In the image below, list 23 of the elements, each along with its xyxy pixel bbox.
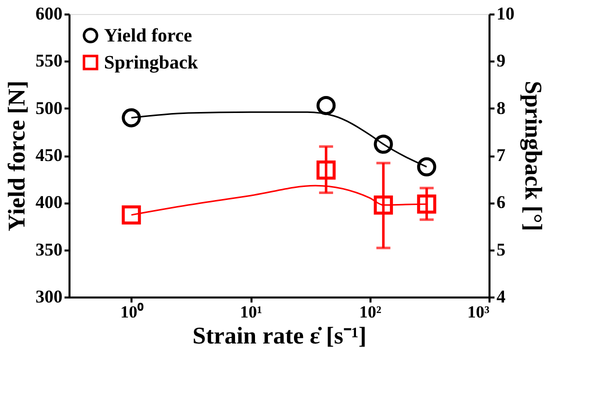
y2-tick-label: 10 (496, 4, 514, 24)
y-axis-title: Yield force [N] (4, 80, 30, 232)
x-tick-label: 10³ (467, 302, 490, 322)
y2-tick-label: 9 (496, 50, 506, 71)
y2-tick-label: 5 (496, 239, 506, 260)
x-tick-label: 10¹ (240, 302, 262, 322)
y2-axis-title: Springback [°] (520, 80, 546, 232)
x-tick-label: 10⁰ (120, 302, 144, 322)
legend-label: Springback (104, 52, 198, 74)
y-tick-label: 300 (36, 286, 62, 306)
x-tick-label: 10² (359, 302, 382, 322)
y2-tick-label: 8 (496, 98, 506, 118)
y-tick-label: 500 (36, 98, 62, 118)
y-tick-label: 350 (36, 239, 62, 260)
y2-tick-label: 4 (496, 286, 506, 306)
y2-tick-label: 7 (496, 145, 506, 165)
y-tick-label: 600 (36, 4, 62, 24)
x-axis-title: Strain rate ε̇ [s⁻¹] (192, 324, 367, 350)
y-tick-label: 450 (36, 145, 62, 165)
y2-tick-label: 6 (496, 192, 506, 212)
y-tick-label: 550 (36, 50, 62, 71)
legend-label: Yield force (104, 26, 192, 46)
y-tick-label: 400 (36, 192, 62, 212)
